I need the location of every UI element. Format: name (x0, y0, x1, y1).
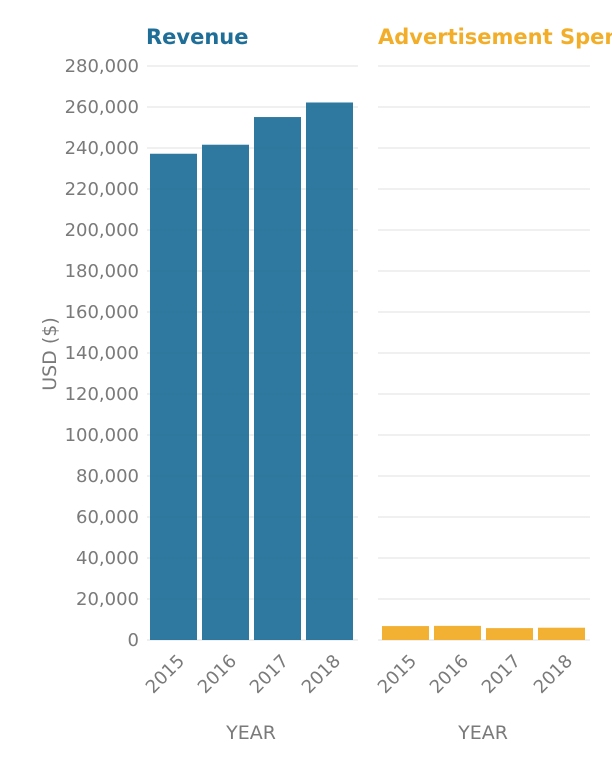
revenue-x-tick-label: 2015 (142, 651, 189, 698)
y-tick-label: 20,000 (76, 589, 139, 610)
revenue-bar-2016 (202, 144, 249, 640)
advert-panel-title: Advertisement Spen (378, 25, 612, 49)
y-tick-label: 120,000 (65, 384, 139, 405)
advert-x-tick-label: 2015 (374, 651, 421, 698)
y-tick-label: 40,000 (76, 548, 139, 569)
advert-bar-2016 (434, 625, 481, 640)
y-tick-label: 220,000 (65, 179, 139, 200)
advert-x-axis-title: YEAR (457, 722, 508, 744)
x-tick-labels: 2015 2016 2017 2018 2015 2016 2017 2018 (142, 651, 577, 698)
advert-x-tick-label: 2018 (530, 651, 577, 698)
y-tick-label: 140,000 (65, 343, 139, 364)
y-tick-labels: 0 20,000 40,000 60,000 80,000 100,000 120,000 1… (65, 56, 139, 651)
advert-x-tick-label: 2017 (478, 651, 525, 698)
revenue-x-tick-label: 2018 (298, 651, 345, 698)
advert-bar-2017 (486, 628, 533, 640)
y-axis-title: USD ($) (39, 317, 61, 391)
revenue-bar-2017 (254, 117, 301, 641)
revenue-x-tick-label: 2016 (194, 651, 241, 698)
revenue-bar-2015 (150, 153, 197, 641)
revenue-x-tick-label: 2017 (246, 651, 293, 698)
advert-x-tick-label: 2016 (426, 651, 473, 698)
advert-bar-2018 (538, 627, 585, 640)
y-tick-label: 200,000 (65, 220, 139, 241)
y-tick-label: 280,000 (65, 56, 139, 77)
revenue-panel-title: Revenue (146, 25, 249, 49)
revenue-x-axis-title: YEAR (225, 722, 276, 744)
y-tick-label: 160,000 (65, 302, 139, 323)
y-tick-label: 0 (128, 630, 139, 651)
advert-bar-2015 (382, 626, 429, 640)
revenue-bar-2018 (306, 102, 353, 641)
bars-layer (150, 102, 585, 641)
y-tick-label: 260,000 (65, 97, 139, 118)
y-tick-label: 240,000 (65, 138, 139, 159)
y-tick-label: 180,000 (65, 261, 139, 282)
y-tick-label: 60,000 (76, 507, 139, 528)
y-tick-label: 100,000 (65, 425, 139, 446)
y-tick-label: 80,000 (76, 466, 139, 487)
